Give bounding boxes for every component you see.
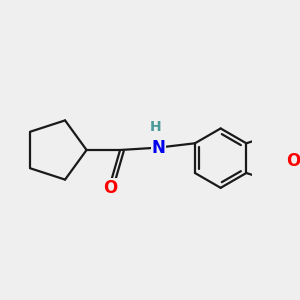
Text: O: O (103, 179, 118, 197)
Text: O: O (286, 152, 300, 169)
Text: H: H (150, 121, 162, 134)
Text: N: N (152, 139, 165, 157)
